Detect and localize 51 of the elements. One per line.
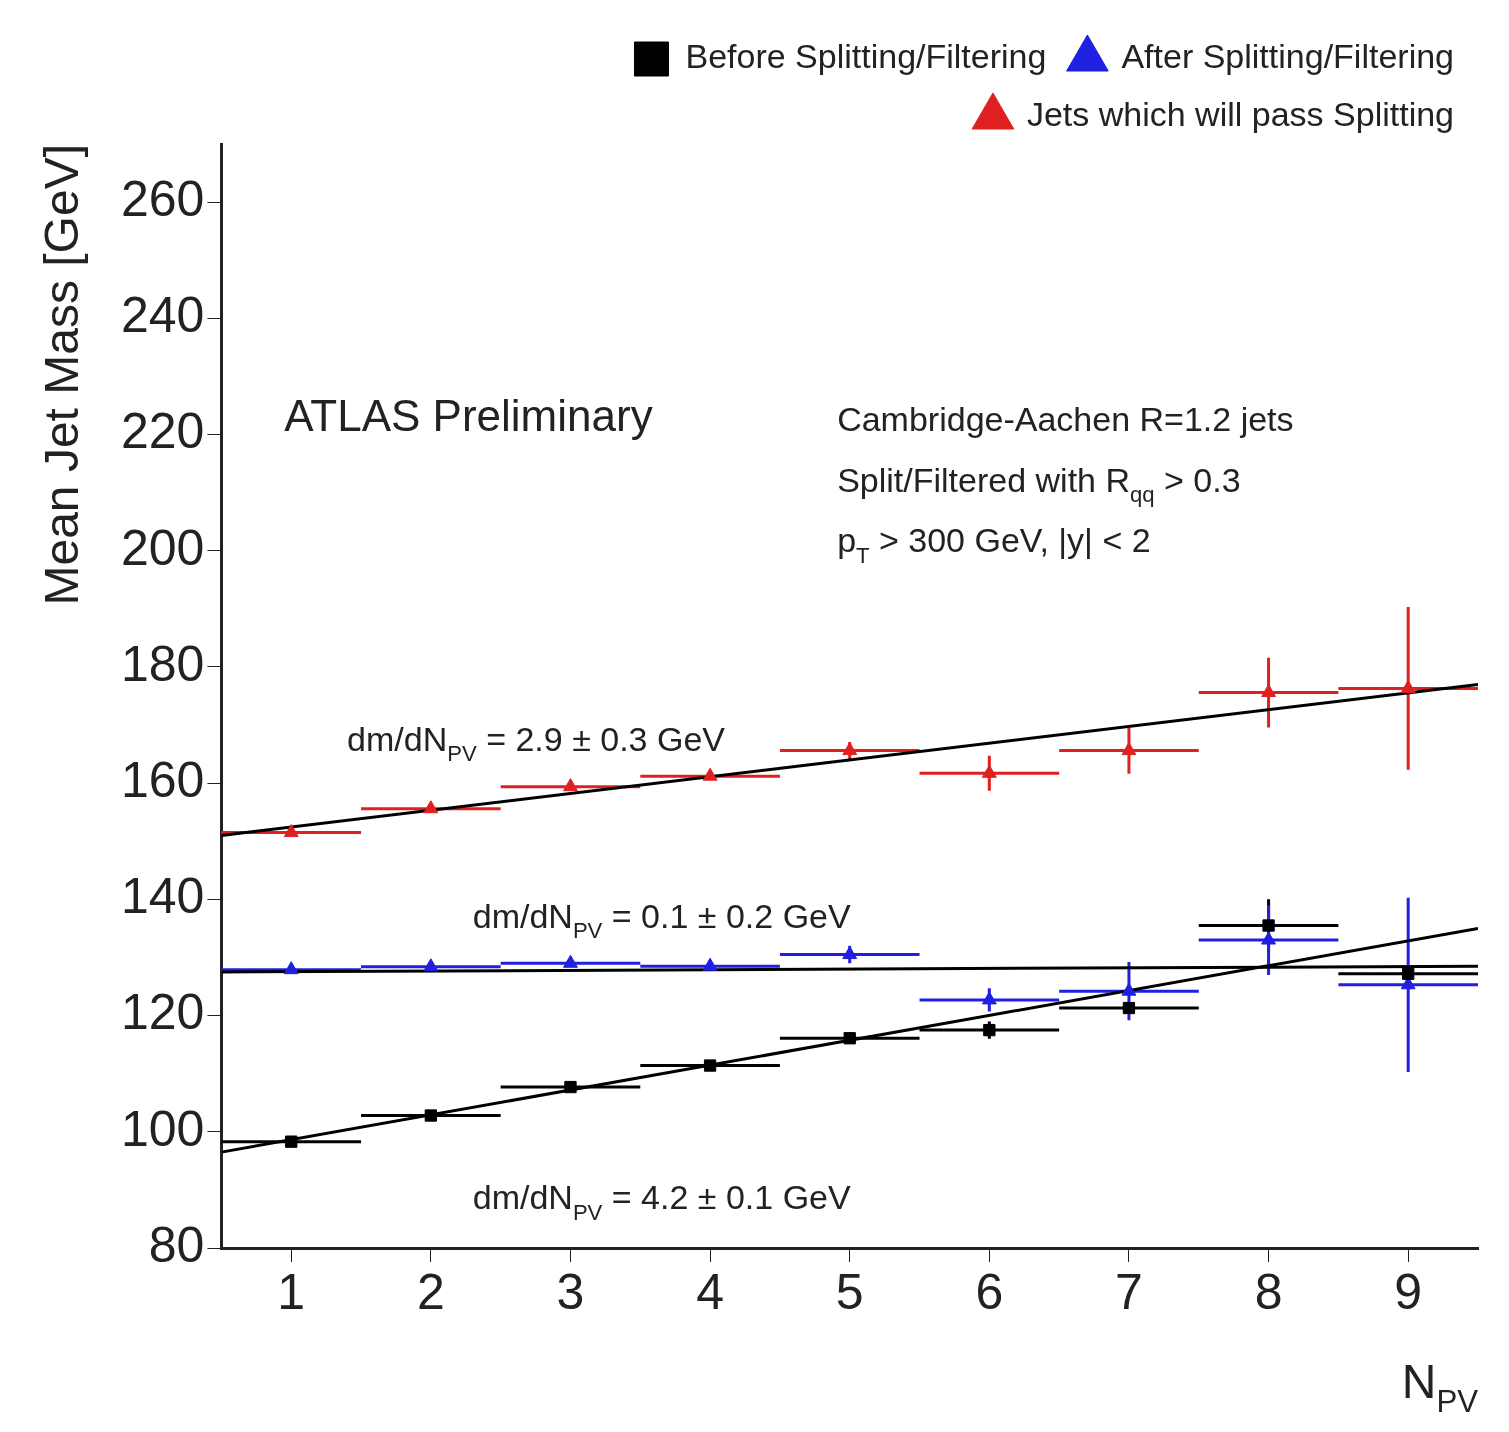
x-tick-label: 7 — [1115, 1263, 1143, 1320]
y-tick-label: 120 — [120, 984, 205, 1041]
point — [1400, 679, 1416, 693]
point — [983, 1023, 996, 1037]
y-tick-label: 220 — [120, 403, 205, 460]
point — [563, 954, 578, 968]
point — [1261, 684, 1276, 698]
y-tick-label: 160 — [120, 751, 205, 808]
x-tick-label: 6 — [975, 1263, 1004, 1320]
x-tick-label: 9 — [1394, 1263, 1423, 1320]
legend-label: Before Splitting/Filtering — [685, 37, 1047, 76]
annotation: Cambridge-Aachen R=1.2 jets — [837, 400, 1294, 439]
y-axis-title: Mean Jet Mass [GeV] — [35, 143, 88, 606]
point — [703, 1059, 717, 1072]
y-tick-label: 100 — [120, 1100, 205, 1157]
x-tick-label: 8 — [1254, 1263, 1283, 1320]
y-tick-label: 180 — [120, 635, 205, 692]
annotation: ATLAS Preliminary — [284, 391, 653, 441]
y-tick-label: 200 — [120, 519, 205, 576]
point — [1121, 742, 1137, 756]
point — [283, 824, 299, 838]
point — [702, 767, 718, 781]
point — [1262, 919, 1275, 932]
point — [981, 991, 997, 1005]
y-tick-label: 140 — [120, 868, 205, 925]
point — [842, 946, 858, 960]
y-tick-label: 80 — [148, 1216, 205, 1273]
point — [564, 1080, 577, 1094]
x-tick-label: 1 — [277, 1263, 306, 1320]
point — [843, 1032, 856, 1045]
legend-label: Jets which will pass Splitting — [1026, 95, 1454, 134]
x-tick-label: 2 — [416, 1263, 445, 1320]
point — [981, 764, 997, 778]
point — [1402, 967, 1415, 980]
x-tick-label: 3 — [556, 1263, 585, 1320]
point — [423, 800, 439, 814]
point — [423, 958, 439, 972]
point — [563, 778, 578, 792]
legend-label: After Splitting/Filtering — [1121, 37, 1455, 76]
point — [1261, 931, 1276, 945]
x-tick-label: 4 — [696, 1263, 724, 1320]
point — [1122, 1001, 1136, 1015]
point — [283, 961, 299, 975]
point — [842, 742, 858, 756]
point — [285, 1135, 298, 1148]
point — [1121, 982, 1137, 996]
point — [424, 1109, 438, 1122]
y-tick-label: 260 — [120, 170, 205, 227]
y-tick-label: 240 — [120, 287, 205, 344]
point — [702, 957, 718, 971]
x-tick-label: 5 — [835, 1263, 864, 1320]
